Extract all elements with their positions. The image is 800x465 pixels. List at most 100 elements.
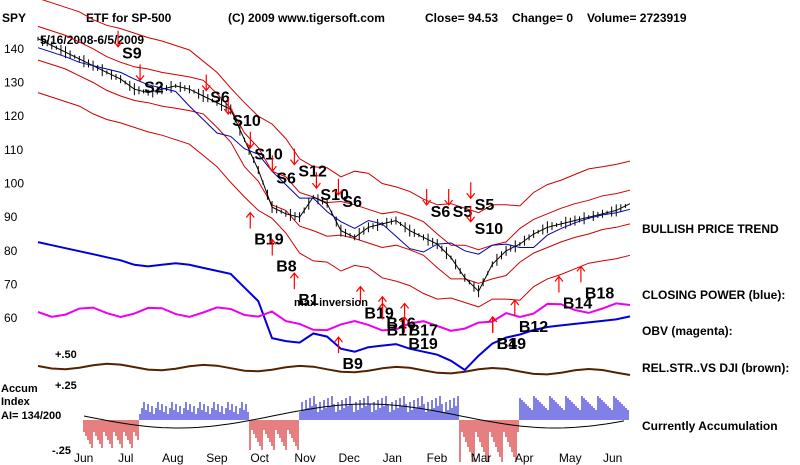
signal-label-b19: B19 (497, 336, 526, 353)
accum-title-2: Index (1, 396, 31, 408)
max-inversion-note: max inversion (294, 297, 368, 309)
sell-arrow (135, 64, 145, 82)
sell-arrow (333, 178, 343, 196)
buy-arrow (378, 302, 388, 320)
signal-label-s6: S6 (276, 170, 296, 187)
sell-arrow (201, 74, 211, 92)
price-bars (37, 35, 631, 298)
signal-label-s10: S10 (475, 221, 504, 238)
signal-label-s2: S2 (144, 79, 164, 96)
change-value: Change= 0 (512, 11, 573, 25)
month-tick-sep: Sep (206, 451, 228, 465)
sell-arrow (311, 172, 321, 190)
sell-arrow (289, 148, 299, 166)
signal-label-s5: S5 (453, 204, 473, 221)
buy-arrow (267, 238, 277, 256)
upper-inner-band (37, 25, 631, 251)
month-tick-jan: Jan (383, 451, 402, 465)
buy-arrow (510, 299, 520, 317)
signal-label-b17: B17 (409, 322, 438, 339)
sell-arrow (113, 30, 123, 48)
sell-arrow (245, 131, 255, 149)
accum-reading: AI= 134/200 (1, 410, 61, 422)
sell-arrow (267, 155, 277, 173)
month-tick-may: May (559, 451, 582, 465)
signal-label-b18: B18 (585, 285, 614, 302)
moving-averages (37, 47, 631, 255)
signal-label-s6: S6 (431, 204, 451, 221)
buy-arrow (576, 265, 586, 283)
accum-ma (83, 403, 625, 429)
buy-arrow (245, 211, 255, 229)
price-tick-140: 140 (4, 42, 24, 56)
signal-label-s10: S10 (232, 113, 261, 130)
sell-arrow (444, 188, 454, 206)
signal-label-b19: B19 (408, 336, 437, 353)
buy-arrow (289, 272, 299, 290)
obv-line (37, 302, 631, 332)
price-tick-60: 60 (4, 311, 18, 325)
buy-arrow (554, 275, 564, 293)
close-value: Close= 94.53 (425, 11, 498, 25)
signal-label-b1: B1 (298, 292, 319, 309)
signal-label-s12: S12 (298, 164, 327, 181)
month-tick-jun: Jun (74, 451, 93, 465)
signal-label-b8: B8 (276, 258, 297, 275)
month-tick-oct: Oct (250, 451, 269, 465)
obv-label: OBV (magenta): (642, 324, 733, 338)
closing-power-label: CLOSING POWER (blue): (642, 288, 785, 302)
etf-name: ETF for SP-500 (86, 11, 172, 25)
signal-label-s6: S6 (342, 194, 362, 211)
currently-label: Currently Accumulation (642, 419, 778, 433)
month-tick-jun: Jun (603, 451, 622, 465)
price-line (37, 38, 631, 293)
price-tick-130: 130 (4, 76, 24, 90)
buy-arrow (488, 315, 498, 333)
rel-str-panel (37, 362, 631, 376)
buy-arrow (355, 285, 365, 303)
price-tick-110: 110 (4, 143, 23, 157)
buy-arrow (334, 336, 343, 354)
month-tick-aug: Aug (162, 451, 183, 465)
signal-label-s9: S9 (122, 46, 142, 63)
month-tick-dec: Dec (339, 451, 360, 465)
sell-arrow (466, 205, 476, 223)
rel-str-path (37, 362, 631, 376)
signal-label-s5: S5 (475, 197, 495, 214)
moving-average (37, 47, 631, 255)
accum-panel (83, 396, 629, 462)
sell-arrow (422, 188, 432, 206)
month-tick-apr: Apr (515, 451, 534, 465)
month-tick-feb: Feb (427, 451, 448, 465)
symbol-label: SPY (2, 11, 26, 25)
sell-arrow (223, 98, 233, 116)
relstr-tick-high: +.50 (55, 349, 77, 361)
signal-label-b4: B4 (497, 336, 518, 353)
signal-label-b19: B19 (364, 306, 393, 323)
signal-label-b9: B9 (343, 356, 364, 373)
price-ticks: 140 130 120 110 100 90 80 70 60 (4, 42, 24, 325)
lower-band (37, 92, 631, 308)
closing-power-path (37, 241, 631, 372)
signal-label-b16: B16 (386, 316, 415, 333)
signal-label-b17: B17 (387, 322, 416, 339)
price-bands (37, 0, 631, 308)
month-tick-mar: Mar (471, 451, 492, 465)
upper-band (41, 0, 631, 214)
signal-label-b14: B14 (563, 296, 592, 313)
volume-value: Volume= 2723919 (587, 11, 687, 25)
rel-str-label: REL.STR..VS DJI (brown): (642, 361, 789, 375)
month-axis: Jun Jul Aug Sep Oct Nov Dec Jan Feb Mar Apr May Jun (74, 451, 622, 465)
price-tick-100: 100 (4, 177, 24, 191)
bullish-trend-label: BULLISH PRICE TREND (642, 222, 779, 236)
accum-tick-low: -.25 (52, 445, 71, 457)
signal-label-b19: B19 (254, 232, 283, 249)
month-tick-nov: Nov (294, 451, 315, 465)
copyright: (C) 2009 www.tigersoft.com (228, 11, 385, 25)
buy-arrow (400, 302, 410, 320)
signal-label-b12: B12 (519, 319, 548, 336)
signal-label-s10: S10 (254, 147, 283, 164)
sell-arrow (466, 182, 476, 200)
